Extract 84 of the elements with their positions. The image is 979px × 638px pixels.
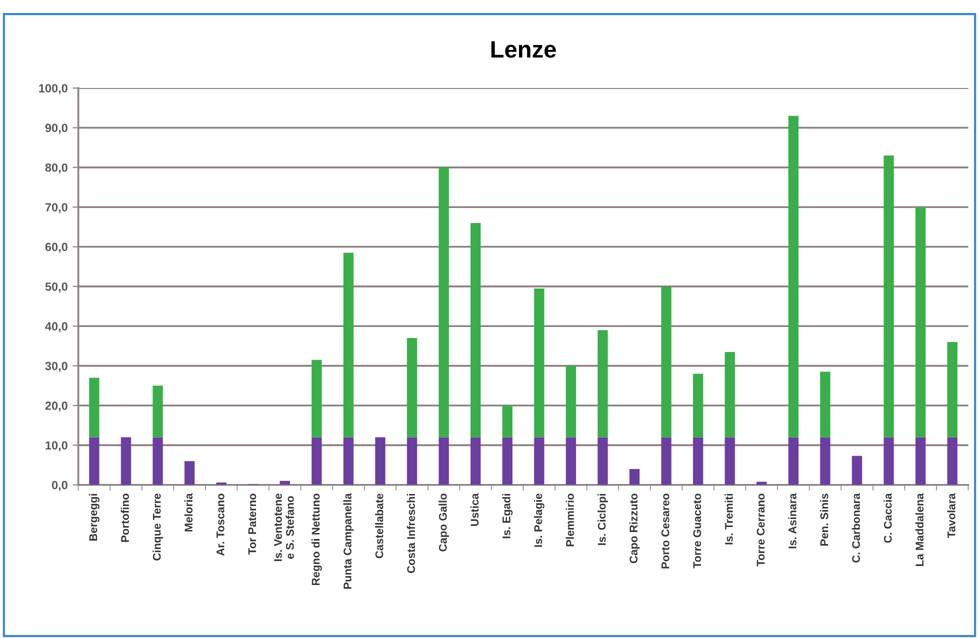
x-tick-label: Plemmirio bbox=[566, 494, 574, 546]
x-tick-label: Tavolara bbox=[947, 493, 956, 538]
y-tick-label: 0,0 bbox=[52, 480, 68, 491]
x-tick-label: Pen. Sinis bbox=[820, 494, 828, 546]
bar bbox=[820, 437, 830, 485]
y-tick-label: 10,0 bbox=[46, 441, 68, 452]
y-tick-label: 30,0 bbox=[45, 362, 68, 372]
x-tick-label: Regno di Nettuno bbox=[311, 494, 322, 586]
bar bbox=[534, 437, 544, 485]
bar bbox=[502, 437, 512, 485]
bar bbox=[756, 482, 767, 485]
x-tick-label: Cinque Terre bbox=[152, 494, 163, 560]
x-tick-label: C. Caccia bbox=[884, 493, 892, 543]
bar bbox=[152, 386, 163, 438]
y-tick-label: 90,0 bbox=[45, 124, 68, 134]
x-tick-label: Ustica bbox=[470, 493, 479, 526]
bar bbox=[724, 352, 735, 438]
x-tick-label: Castellabate bbox=[375, 494, 384, 558]
bar bbox=[598, 437, 608, 485]
y-tick-label: 40,0 bbox=[45, 322, 68, 332]
bar bbox=[884, 156, 894, 438]
bar bbox=[502, 406, 512, 438]
bar bbox=[470, 222, 481, 438]
x-tick-label: Costa Infreschi bbox=[406, 494, 416, 574]
bar bbox=[406, 338, 418, 438]
bar bbox=[661, 286, 672, 438]
x-tick-label: Porto Cesareo bbox=[661, 494, 670, 568]
bar bbox=[566, 437, 576, 485]
x-tick-label: Torre Guaceto bbox=[693, 494, 702, 568]
bar bbox=[692, 374, 704, 438]
bar bbox=[947, 342, 958, 438]
bar bbox=[312, 437, 322, 485]
y-tick-label: 50,0 bbox=[45, 282, 68, 293]
bar bbox=[152, 437, 163, 485]
y-tick-label: 80,0 bbox=[45, 163, 68, 174]
x-tick-label: La Maddalena bbox=[915, 493, 924, 566]
bar bbox=[375, 437, 386, 485]
x-tick-label: Is. Egadi bbox=[502, 494, 513, 538]
x-tick-label: Portofino bbox=[120, 494, 129, 542]
bar bbox=[89, 437, 100, 485]
bar bbox=[629, 469, 640, 485]
bar bbox=[788, 437, 799, 485]
x-tick-label: Is. Tremiti bbox=[724, 494, 733, 544]
x-tick-label: Is. Ventotene e S. Stefano bbox=[274, 494, 294, 562]
x-tick-label: Capo Rizzuto bbox=[629, 494, 640, 564]
bar bbox=[724, 437, 735, 485]
bar bbox=[534, 288, 544, 438]
x-tick-label: Ar. Toscano bbox=[216, 494, 224, 556]
y-tick-label: 70,0 bbox=[45, 203, 68, 214]
bar bbox=[184, 461, 195, 485]
x-tick-label: Is. Ciclopi bbox=[598, 494, 608, 545]
y-tick-label: 100,0 bbox=[39, 84, 68, 94]
x-tick-label: Tor Paterno bbox=[248, 494, 256, 555]
bar bbox=[915, 207, 926, 438]
x-tick-label: Meloria bbox=[184, 493, 193, 532]
bar bbox=[120, 437, 132, 485]
y-tick-label: 20,0 bbox=[45, 402, 68, 412]
bar bbox=[312, 360, 322, 438]
x-tick-label: Capo Gallo bbox=[438, 494, 449, 552]
bar bbox=[947, 437, 958, 485]
bar bbox=[406, 437, 418, 485]
bar bbox=[692, 437, 704, 485]
bar bbox=[566, 366, 576, 438]
chart-title: Lenze bbox=[491, 41, 556, 58]
bar bbox=[884, 437, 894, 485]
bar bbox=[820, 372, 830, 438]
y-tick-label: 60,0 bbox=[45, 242, 68, 253]
bar bbox=[343, 437, 354, 485]
bar bbox=[788, 116, 799, 438]
x-tick-label: Bergeggi bbox=[89, 494, 100, 541]
bar bbox=[438, 167, 449, 438]
bar bbox=[470, 437, 481, 485]
bar bbox=[598, 330, 608, 438]
x-tick-label: Is. Pelagie bbox=[534, 494, 544, 547]
x-tick-label: Torre Cerrano bbox=[756, 494, 765, 566]
x-tick-label: C. Carbonara bbox=[852, 493, 860, 563]
bar bbox=[852, 456, 862, 485]
bar bbox=[661, 437, 672, 485]
x-tick-label: Is. Asinara bbox=[788, 493, 796, 548]
x-tick-label: Punta Campanella bbox=[343, 493, 354, 589]
bar bbox=[438, 437, 449, 485]
bar bbox=[915, 437, 926, 485]
bar bbox=[89, 378, 100, 438]
bar bbox=[343, 252, 354, 438]
